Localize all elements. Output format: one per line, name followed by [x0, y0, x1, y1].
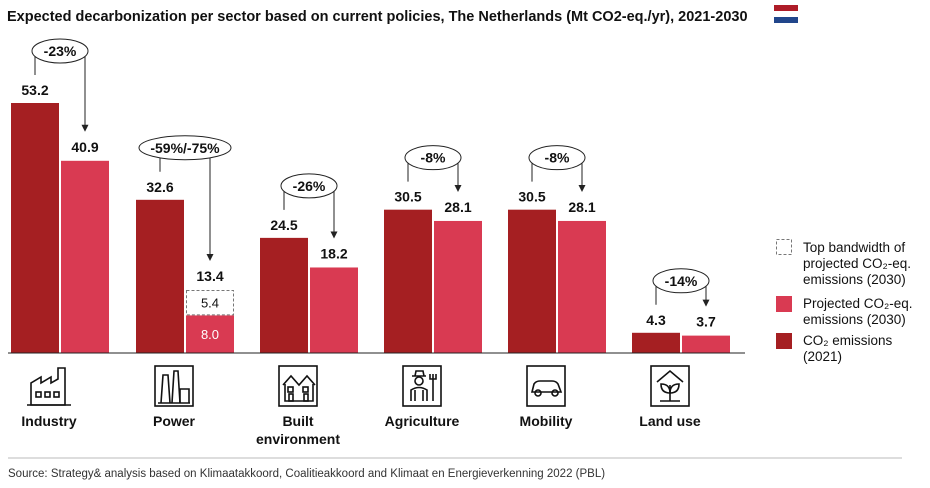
- change-oval: [280, 173, 338, 199]
- arrow-down-icon: [206, 254, 214, 262]
- bar-2021-0: [11, 103, 59, 353]
- legend-text-current-1: (2021): [803, 349, 842, 364]
- category-label-4-0: Mobility: [520, 413, 573, 429]
- value-label-2021-4: 30.5: [518, 189, 545, 205]
- category-icons: [27, 365, 690, 407]
- bar-2021-3: [384, 209, 432, 353]
- category-label-0-0: Industry: [21, 413, 76, 429]
- arrow-down-icon: [330, 231, 338, 239]
- value-label-2030-3: 28.1: [444, 199, 471, 215]
- value-label-2030-5: 3.7: [696, 314, 716, 330]
- car-icon: [526, 365, 566, 407]
- bar-2021-2: [260, 237, 308, 353]
- bar-2030-4: [558, 220, 606, 353]
- legend-text-current-0: CO₂ emissions: [803, 333, 893, 348]
- value-label-2021-3: 30.5: [394, 189, 421, 205]
- change-label-0: -23%: [44, 43, 77, 59]
- change-oval: [652, 268, 710, 294]
- category-label-5-0: Land use: [639, 413, 701, 429]
- category-labels: Industry Power Built environment Agriculture…: [21, 413, 701, 447]
- change-annotation-4: -8%: [528, 145, 586, 192]
- bar-2030-5: [682, 335, 730, 353]
- change-annotation-2: -26%: [280, 173, 338, 239]
- arrow-down-icon: [454, 184, 462, 192]
- factory-icon: [27, 367, 71, 406]
- change-label-4: -8%: [545, 150, 570, 166]
- projected-inner-value-label: 8.0: [201, 327, 219, 342]
- value-label-2021-2: 24.5: [270, 217, 297, 233]
- value-label-2021-0: 53.2: [21, 82, 48, 98]
- value-label-2030-0: 40.9: [71, 139, 98, 155]
- change-label-2: -26%: [293, 178, 326, 194]
- change-annotation-5: -14%: [652, 268, 710, 307]
- chart-title: Expected decarbonization per sector base…: [7, 9, 748, 25]
- change-annotations: -23% -59%/-75% -26% -8% -8% -14%: [31, 38, 710, 307]
- category-label-3-0: Agriculture: [385, 413, 460, 429]
- bar-2030-2: [310, 267, 358, 353]
- legend-text-bandwidth-0: Top bandwidth of: [803, 240, 905, 255]
- value-label-2030-1: 13.4: [196, 268, 223, 284]
- netherlands-flag-icon: [774, 5, 798, 23]
- legend-swatch-bandwidth: [776, 239, 792, 255]
- legend-swatch-projected: [776, 296, 792, 312]
- bars-layer: 53.2 40.9 5.4 8.0 32.6 13.4 24.5 18.2 30.5 28.1 30…: [11, 82, 730, 353]
- legend-text-projected-0: Projected CO₂-eq.: [803, 296, 913, 311]
- change-oval: [31, 38, 89, 64]
- arrow-down-icon: [578, 184, 586, 192]
- category-label-2-0: Built: [282, 413, 313, 429]
- bar-2030-0: [61, 160, 109, 353]
- change-oval: [138, 135, 232, 161]
- bar-2021-4: [508, 209, 556, 353]
- bar-2021-5: [632, 332, 680, 353]
- bar-2030-3: [434, 220, 482, 353]
- value-label-2030-4: 28.1: [568, 199, 595, 215]
- plant-icon: [650, 365, 690, 407]
- value-label-2030-2: 18.2: [320, 245, 347, 261]
- change-label-5: -14%: [665, 273, 698, 289]
- houses-icon: [278, 365, 318, 407]
- change-oval: [528, 145, 586, 171]
- change-label-1: -59%/-75%: [150, 140, 220, 156]
- legend-item-projected: Projected CO₂-eq.emissions (2030): [776, 296, 913, 327]
- change-annotation-1: -59%/-75%: [138, 135, 232, 262]
- legend-text-bandwidth-1: projected CO₂-eq.: [803, 256, 911, 271]
- value-label-2021-1: 32.6: [146, 179, 173, 195]
- bar-2021-1: [136, 199, 184, 353]
- change-oval: [404, 145, 462, 171]
- bar-bandwidth-1: [186, 290, 234, 316]
- legend-text-bandwidth-2: emissions (2030): [803, 272, 906, 287]
- farmer-icon: [402, 365, 442, 407]
- source-note: Source: Strategy& analysis based on Klim…: [8, 468, 605, 480]
- value-label-2021-5: 4.3: [646, 312, 666, 328]
- category-label-2-1: environment: [256, 431, 340, 447]
- arrow-down-icon: [81, 124, 89, 132]
- legend-text-projected-1: emissions (2030): [803, 312, 906, 327]
- bar-2030-1: [186, 315, 234, 353]
- legend-swatch-current: [776, 333, 792, 349]
- change-annotation-3: -8%: [404, 145, 462, 192]
- power-plant-icon: [154, 365, 194, 407]
- bandwidth-value-label: 5.4: [201, 296, 219, 311]
- category-label-1-0: Power: [153, 413, 196, 429]
- change-annotation-0: -23%: [31, 38, 89, 132]
- change-label-3: -8%: [421, 150, 446, 166]
- arrow-down-icon: [702, 299, 710, 307]
- legend-item-current: CO₂ emissions(2021): [776, 333, 893, 364]
